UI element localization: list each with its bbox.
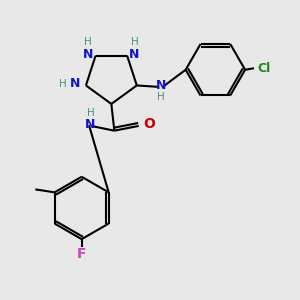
Text: O: O bbox=[143, 117, 155, 131]
Text: N: N bbox=[155, 79, 166, 92]
Text: H: H bbox=[130, 37, 138, 47]
Text: N: N bbox=[83, 48, 93, 61]
Text: H: H bbox=[84, 37, 92, 47]
Text: N: N bbox=[69, 77, 80, 91]
Text: N: N bbox=[129, 48, 140, 61]
Text: H: H bbox=[87, 108, 94, 118]
Text: Cl: Cl bbox=[258, 62, 271, 75]
Text: F: F bbox=[77, 247, 86, 261]
Text: N: N bbox=[85, 118, 96, 130]
Text: H: H bbox=[157, 92, 164, 102]
Text: H: H bbox=[59, 79, 67, 89]
